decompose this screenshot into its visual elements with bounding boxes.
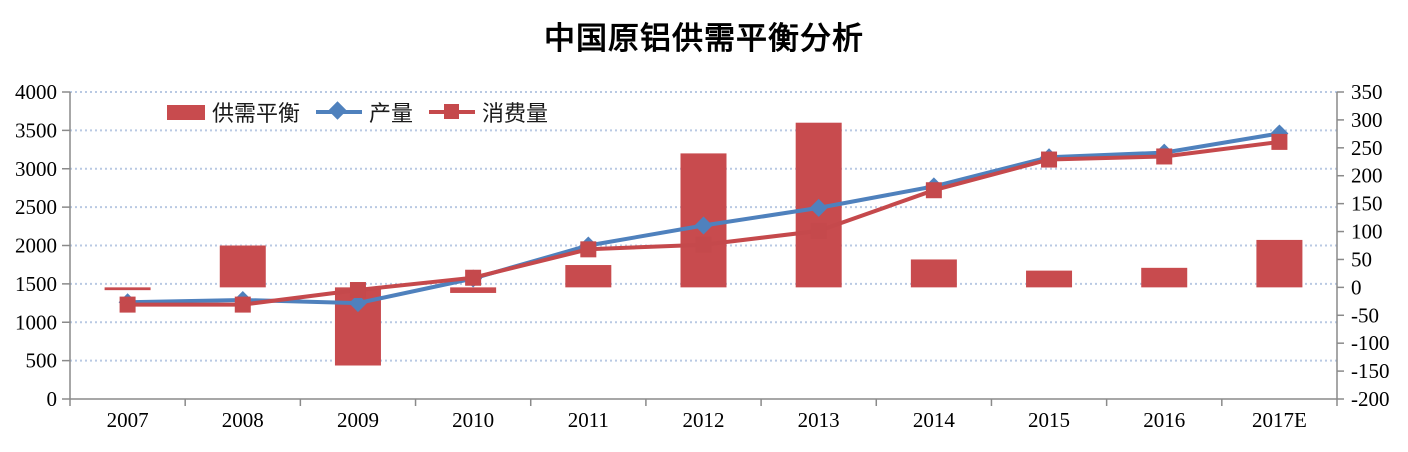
consumption-marker <box>1041 151 1058 168</box>
x-axis-label: 2017E <box>1252 408 1307 432</box>
legend-label-production: 产量 <box>369 102 414 127</box>
consumption-marker <box>925 182 942 199</box>
x-axis-label: 2009 <box>337 408 379 432</box>
consumption-marker <box>349 282 366 299</box>
balance-bar <box>1256 239 1303 288</box>
production-marker <box>809 198 828 217</box>
consumption-marker <box>1271 133 1288 150</box>
y-axis-right-label: 300 <box>1351 108 1383 132</box>
x-axis-label: 2011 <box>568 408 609 432</box>
x-axis-label: 2012 <box>683 408 725 432</box>
y-axis-left-label: 3500 <box>15 118 57 142</box>
consumption-marker <box>695 236 712 253</box>
x-axis-label: 2014 <box>913 408 956 432</box>
line-square-swatch-icon <box>429 103 476 121</box>
y-axis-right-label: 100 <box>1351 220 1383 244</box>
y-axis-right-label: 50 <box>1351 247 1372 271</box>
balance-bar <box>450 287 497 293</box>
y-axis-right-label: -200 <box>1351 387 1390 411</box>
consumption-marker <box>119 296 136 313</box>
x-axis-label: 2010 <box>452 408 494 432</box>
x-axis-label: 2013 <box>798 408 840 432</box>
legend-label-balance: 供需平衡 <box>212 102 301 127</box>
production-marker <box>348 294 367 313</box>
legend-item-production: 产量 <box>316 96 413 128</box>
balance-bar <box>910 259 957 288</box>
consumption-marker <box>580 241 597 258</box>
production-marker <box>694 216 713 235</box>
consumption-marker <box>465 269 482 286</box>
balance-bar <box>1026 270 1073 288</box>
y-axis-right-label: 350 <box>1351 80 1383 104</box>
y-axis-left-label: 1500 <box>15 272 57 296</box>
line-diamond-swatch-icon <box>316 101 363 121</box>
x-axis-label: 2008 <box>222 408 264 432</box>
y-axis-right-label: 250 <box>1351 136 1383 160</box>
legend-item-consumption: 消费量 <box>429 96 548 128</box>
y-axis-left-label: 1000 <box>15 310 57 334</box>
y-axis-right-label: 0 <box>1351 275 1362 299</box>
y-axis-right-label: -100 <box>1351 331 1390 355</box>
bar-swatch-icon <box>167 104 205 120</box>
balance-bar <box>565 265 612 288</box>
y-axis-left-label: 2500 <box>15 195 57 219</box>
balance-bar <box>1141 267 1188 288</box>
x-axis-label: 2015 <box>1028 408 1070 432</box>
legend-label-consumption: 消费量 <box>482 102 549 127</box>
y-axis-left-label: 500 <box>26 349 58 373</box>
balance-bar <box>219 245 266 288</box>
y-axis-right-label: 150 <box>1351 192 1383 216</box>
consumption-marker <box>810 222 827 239</box>
consumption-marker <box>234 296 251 313</box>
y-axis-left-label: 2000 <box>15 234 57 258</box>
y-axis-right-label: -50 <box>1351 303 1379 327</box>
legend-item-balance: 供需平衡 <box>167 96 300 128</box>
x-axis-label: 2016 <box>1143 408 1185 432</box>
chart-title: 中国原铝供需平衡分析 <box>544 21 864 57</box>
y-axis-right-label: 200 <box>1351 164 1383 188</box>
y-axis-left-label: 0 <box>47 387 58 411</box>
y-axis-left-label: 3000 <box>15 157 57 181</box>
x-axis-label: 2007 <box>107 408 149 432</box>
consumption-marker <box>1156 148 1173 165</box>
balance-bar <box>104 287 151 291</box>
chart-legend: 供需平衡 产量 消费量 <box>167 96 548 128</box>
y-axis-right-label: -150 <box>1351 359 1390 383</box>
y-axis-left-label: 4000 <box>15 80 57 104</box>
